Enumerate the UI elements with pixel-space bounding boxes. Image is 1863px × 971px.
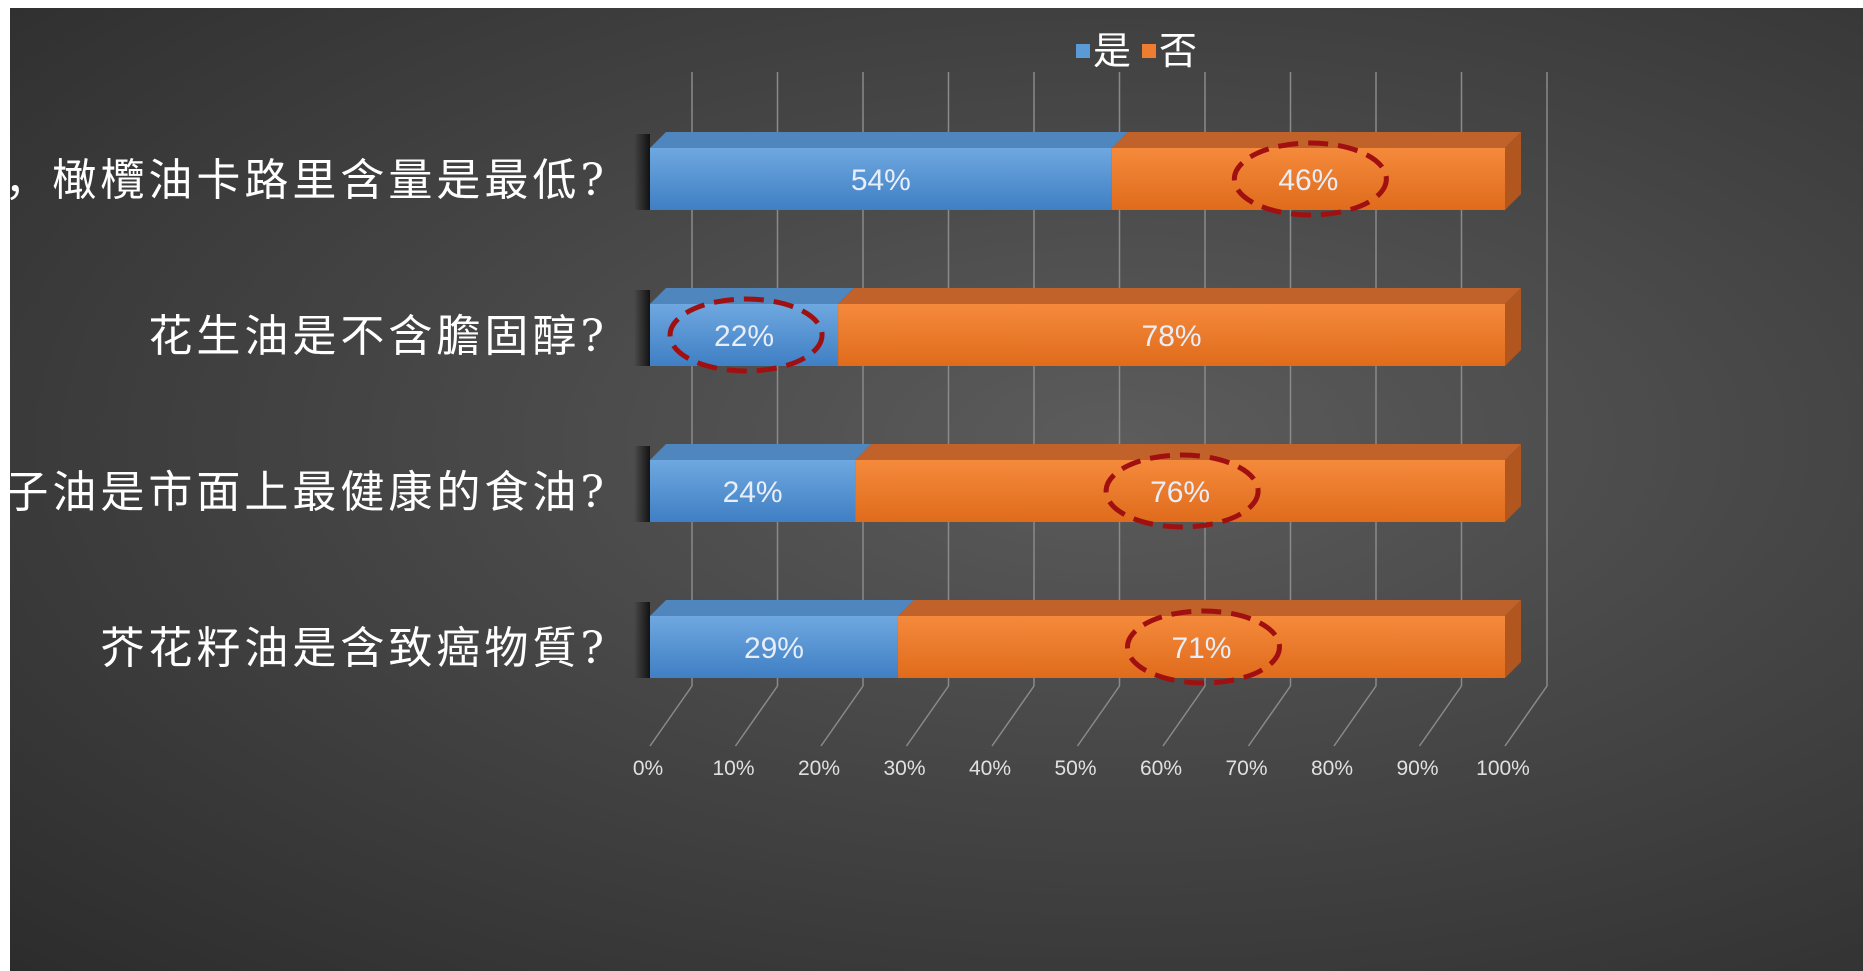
bar-segment-side: [1505, 288, 1521, 366]
legend-label: 是: [1093, 29, 1131, 73]
x-axis-ticks: 0% 10% 20% 30% 40% 50% 60% 70% 80% 90% 100%: [633, 757, 1530, 780]
gridline-floor: [1247, 685, 1292, 747]
gridline-floor: [1076, 685, 1121, 747]
bar-segment: [855, 460, 1505, 522]
data-label: 46%: [1278, 164, 1338, 197]
bar-segment-top: [650, 444, 872, 460]
bar-segment-side: [1505, 132, 1521, 210]
highlight-ellipse: [1124, 608, 1282, 686]
data-label: 71%: [1171, 632, 1231, 665]
gridline-floor: [905, 685, 950, 747]
data-label: 76%: [1150, 476, 1210, 509]
x-tick-label: 40%: [969, 757, 1011, 780]
legend-swatch: [1076, 44, 1090, 58]
category-label: 花生油是不含膽固醇?: [148, 311, 608, 362]
bar-shadow: [634, 446, 650, 522]
gridline-floor: [649, 685, 693, 747]
bar-segment-side: [1505, 600, 1521, 678]
bar-shadow: [634, 290, 650, 366]
x-tick-label: 100%: [1476, 757, 1530, 780]
bars: 54% 46% 22% 78% 24% 76% 29% 71%: [634, 132, 1521, 686]
bar-segment: [1111, 148, 1505, 210]
x-tick-label: 60%: [1140, 757, 1182, 780]
x-tick-label: 20%: [798, 757, 840, 780]
category-labels: 在食油中，橄欖油卡路里含量是最低? 花生油是不含膽固醇? 椰子油是市面上最健康的食油…: [10, 155, 608, 674]
category-label: 在食油中，橄欖油卡路里含量是最低?: [10, 155, 608, 206]
chart-panel: 54% 46% 22% 78% 24% 76% 29% 71% 在食油中，橄欖油卡路里含量是最…: [10, 8, 1863, 971]
category-label: 椰子油是市面上最健康的食油?: [10, 467, 608, 518]
bar-segment-top: [838, 288, 1521, 304]
bar-segment-top: [855, 444, 1521, 460]
gridline-floor: [1333, 685, 1377, 747]
x-tick-label: 50%: [1054, 757, 1096, 780]
x-tick-label: 70%: [1225, 757, 1267, 780]
x-tick-label: 80%: [1311, 757, 1353, 780]
highlight-ellipse: [667, 296, 825, 374]
bar-segment: [650, 148, 1112, 210]
data-label: 24%: [723, 476, 783, 509]
gridline-floor: [991, 685, 1035, 747]
gridline-floor: [734, 685, 779, 747]
gridline-floor: [820, 685, 864, 747]
bar-segment: [650, 460, 856, 522]
data-label: 29%: [744, 632, 804, 665]
bar-segment-top: [897, 600, 1521, 616]
x-tick-label: 0%: [633, 757, 663, 780]
legend: 是否: [1076, 29, 1197, 73]
x-tick-label: 90%: [1396, 757, 1438, 780]
category-label: 芥花籽油是含致癌物質?: [100, 623, 608, 674]
gridline-floor: [1162, 685, 1206, 747]
legend-swatch: [1142, 44, 1156, 58]
stacked-bar-chart: 54% 46% 22% 78% 24% 76% 29% 71% 在食油中，橄欖油卡路里含量是最…: [10, 29, 1548, 780]
gridline-floor: [1504, 685, 1548, 747]
highlight-ellipse: [1231, 140, 1389, 218]
bar-segment-top: [650, 600, 914, 616]
bar-segment: [650, 616, 898, 678]
gridline-floor: [1418, 685, 1463, 747]
bar-segment-top: [1111, 132, 1521, 148]
data-label: 22%: [714, 320, 774, 353]
x-tick-label: 10%: [712, 757, 754, 780]
x-tick-label: 30%: [883, 757, 925, 780]
highlight-ellipse: [1103, 452, 1261, 530]
data-label: 78%: [1142, 320, 1202, 353]
bar-segment-side: [1505, 444, 1521, 522]
bar-segment: [838, 304, 1505, 366]
bar-segment: [897, 616, 1505, 678]
data-label: 54%: [851, 164, 911, 197]
bar-shadow: [634, 602, 650, 678]
bar-segment-top: [650, 132, 1128, 148]
bar-segment-top: [650, 288, 855, 304]
legend-label: 否: [1159, 29, 1197, 73]
bar-shadow: [634, 134, 650, 210]
